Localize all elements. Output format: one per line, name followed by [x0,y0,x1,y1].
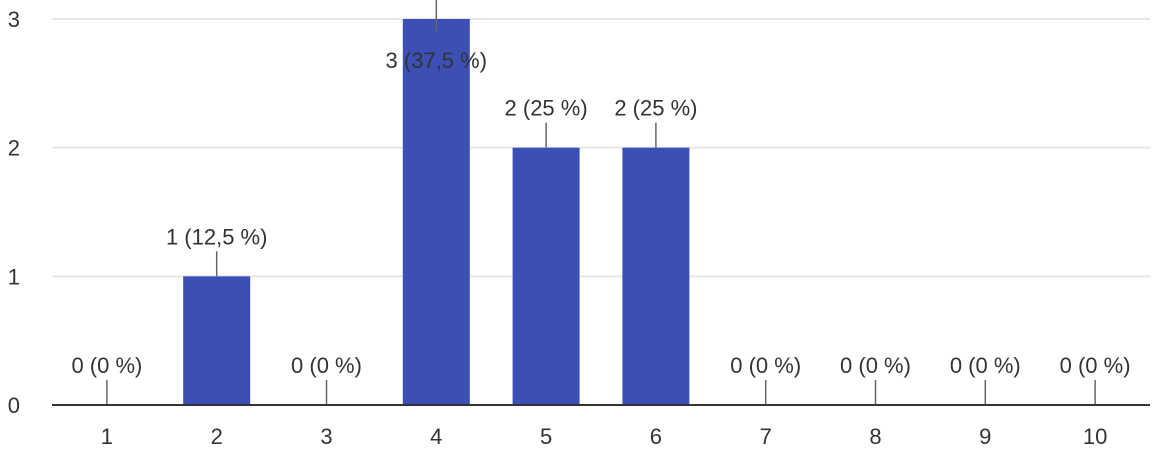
x-tick-label: 5 [540,424,552,449]
x-tick-label: 6 [650,424,662,449]
y-tick-label: 0 [8,393,20,418]
x-tick-label: 9 [979,424,991,449]
bar [402,19,470,405]
data-label: 2 (25 %) [614,96,697,121]
y-tick-label: 1 [8,264,20,289]
x-tick-label: 4 [430,424,442,449]
bar [512,147,580,405]
x-tick-label: 10 [1083,424,1107,449]
x-tick-label: 7 [760,424,772,449]
y-tick-label: 2 [8,136,20,161]
data-label: 1 (12,5 %) [166,224,268,249]
data-label: 0 (0 %) [1060,353,1131,378]
data-label: 2 (25 %) [505,96,588,121]
data-label: 0 (0 %) [71,353,142,378]
x-tick-label: 8 [869,424,881,449]
data-label: 0 (0 %) [291,353,362,378]
data-label: 0 (0 %) [950,353,1021,378]
bar [622,147,690,405]
x-tick-label: 1 [101,424,113,449]
y-tick-label: 3 [8,7,20,32]
y-axis-ticks: 0 1 2 3 [8,7,20,418]
data-labels: 0 (0 %) 1 (12,5 %) 0 (0 %) 3 (37,5 %) 2 (25 … [71,48,1130,378]
bars [183,19,690,405]
x-tick-label: 2 [211,424,223,449]
data-label: 0 (0 %) [840,353,911,378]
data-label: 0 (0 %) [730,353,801,378]
bar [183,276,251,405]
data-label: 3 (37,5 %) [386,48,488,73]
label-leaders [106,0,1096,405]
x-axis-ticks: 1 2 3 4 5 6 7 8 9 10 [101,424,1108,449]
x-tick-label: 3 [320,424,332,449]
